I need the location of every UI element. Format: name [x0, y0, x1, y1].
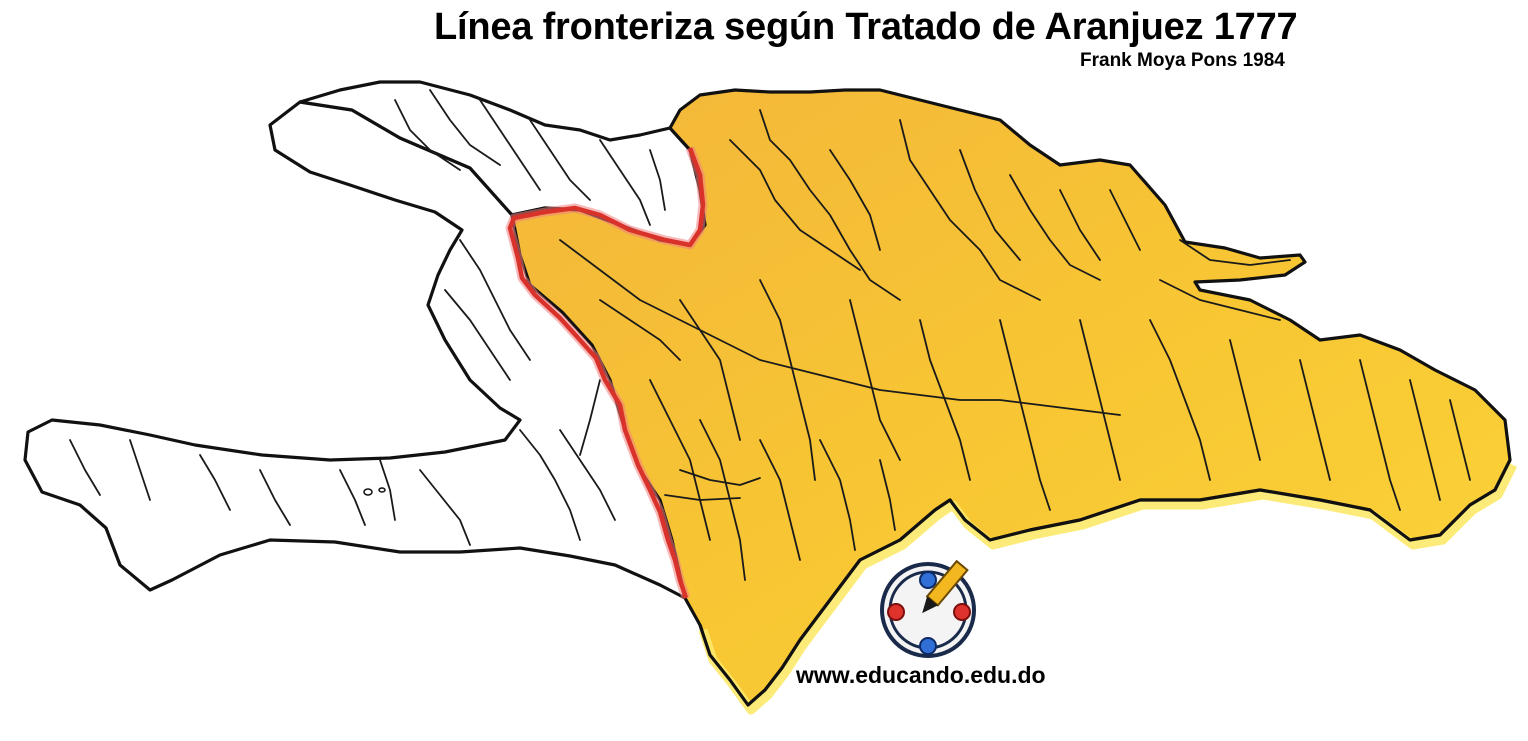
rivers-west: [69, 89, 666, 546]
pencil-icon: [922, 559, 969, 614]
website-url: www.educando.edu.do: [796, 662, 1046, 688]
map-author: Frank Moya Pons 1984: [1080, 50, 1285, 71]
spanish-coast-glow: [698, 462, 1518, 715]
red-dot-icon: [887, 603, 905, 621]
educando-logo: [880, 559, 976, 658]
spanish-coastline: [698, 459, 1512, 707]
map-title: Línea fronteriza según Tratado de Aranju…: [434, 6, 1298, 48]
small-island: [363, 488, 373, 496]
rivers: [559, 109, 1471, 581]
blue-dot-icon: [919, 571, 937, 589]
blue-dot-icon: [919, 637, 937, 655]
border-line-1777-core: [507, 147, 706, 599]
small-island: [378, 487, 386, 493]
red-dot-icon: [953, 603, 971, 621]
